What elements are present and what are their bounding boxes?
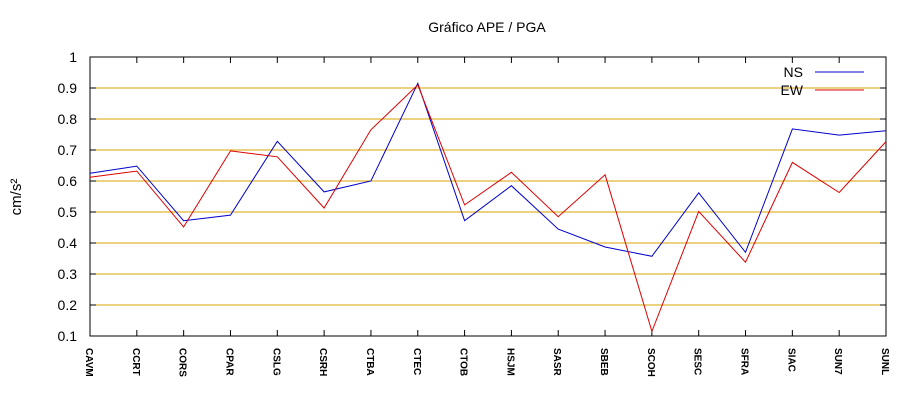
x-tick-label: SCOH [645,348,656,377]
x-tick-label: CPAR [223,348,234,376]
legend-label-ew: EW [780,82,803,98]
x-tick-label: CTOB [458,348,469,376]
x-tick-label: HSJM [504,348,515,376]
legend-label-ns: NS [784,64,803,80]
x-tick-label: SBEB [598,348,609,376]
y-tick-label: 0.2 [58,297,78,313]
y-tick-label: 0.9 [58,80,78,96]
series-lines [89,81,887,333]
x-tick-label: SFRA [739,348,750,375]
gridlines [90,87,886,306]
chart-title: Gráfico APE / PGA [428,19,546,35]
legend: NS EW [780,64,864,98]
y-tick-label: 0.3 [58,266,78,282]
x-tick-label: CCRT [130,348,141,376]
axes: 0.1 0.2 0.3 0.4 0.5 0.6 0.7 0.8 0.9 1 CAVM CCRT CORS… [8,49,890,377]
y-tick-label: 0.4 [58,235,78,251]
y-tick-label: 0.8 [58,111,78,127]
x-tick-label: CAVM [83,348,94,377]
x-tick-label: SUN7 [832,348,843,375]
x-tick-label: CSLG [270,348,281,376]
y-tick-label: 1 [69,49,77,65]
x-tick-label: SESC [692,348,703,375]
x-tick-label: CTBA [364,348,375,376]
x-tick-label: CTEC [411,348,422,375]
x-tick-label: SIAC [785,348,796,372]
y-axis-label: cm/s² [8,179,25,216]
y-tick-label: 0.7 [58,142,78,158]
x-tick-label: SASR [551,348,562,377]
series-line-ns [89,81,887,257]
x-tick-label: CSRH [317,348,328,376]
y-tick-label: 0.1 [58,328,78,344]
x-tick-label: SUNL [879,348,890,375]
plot-border [89,56,887,337]
series-line-ew [89,84,887,333]
y-tick-label: 0.6 [58,173,78,189]
x-tick-label: CORS [177,348,188,377]
y-tick-label: 0.5 [58,204,78,220]
